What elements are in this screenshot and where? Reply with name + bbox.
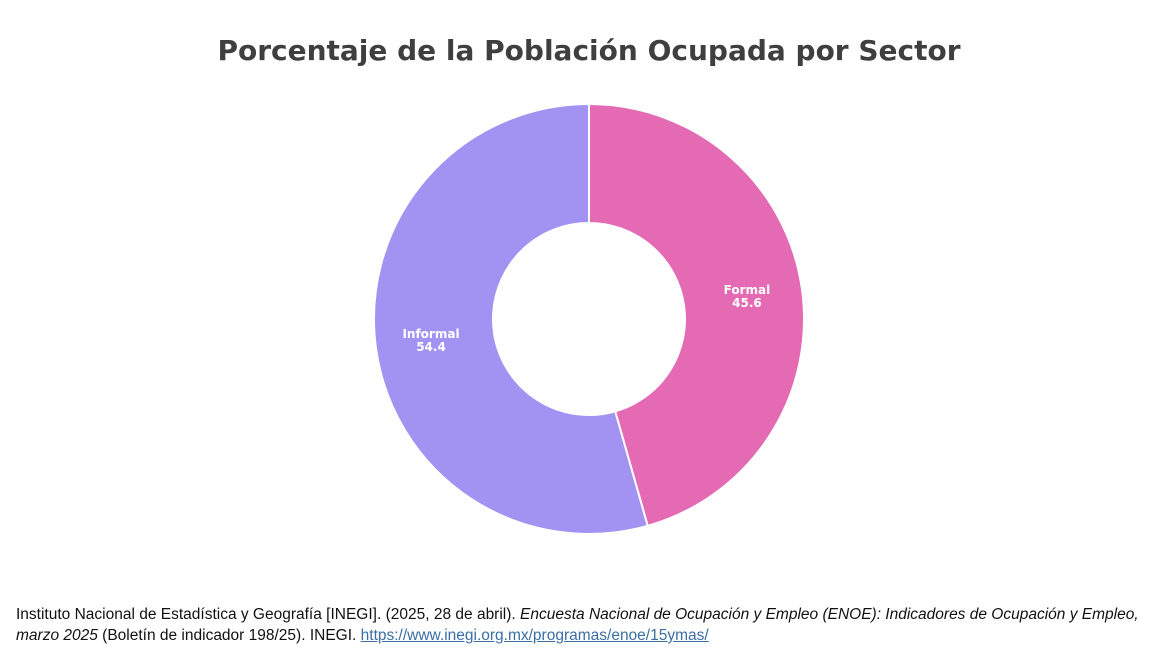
citation-link[interactable]: https://www.inegi.org.mx/programas/enoe/… (360, 627, 709, 644)
citation-title: Encuesta Nacional de Ocupación y Empleo … (16, 606, 1139, 644)
slice-formal (588, 102, 805, 528)
slice-value-informal: 54.4 (416, 340, 446, 354)
citation-publisher: (Boletín de indicador 198/25). INEGI. (97, 627, 361, 644)
citation-authors: Instituto Nacional de Estadística y Geog… (16, 606, 521, 623)
slice-label-formal: Formal (724, 283, 771, 297)
slice-informal (373, 102, 649, 535)
chart-title: Porcentaje de la Población Ocupada por S… (217, 34, 961, 67)
citation: Instituto Nacional de Estadística y Geog… (16, 604, 1166, 646)
slice-value-formal: 45.6 (732, 296, 762, 310)
slice-label-informal: Informal (402, 327, 459, 341)
